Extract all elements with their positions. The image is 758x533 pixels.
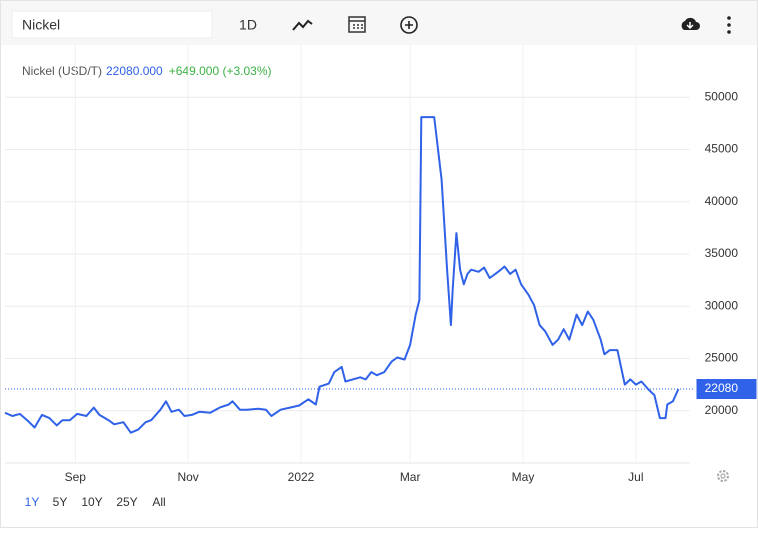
chart-header: Nickel (USD/T) 22080.000 +649.000 (+3.03%) (22, 64, 271, 78)
x-tick-label: Nov (177, 470, 198, 484)
download-icon[interactable] (681, 17, 700, 30)
cloud (681, 17, 700, 30)
plot: 22080 (4, 116, 757, 434)
y-tick-label: 45000 (705, 142, 739, 156)
x-tick-label: 2022 (288, 470, 315, 484)
calendar-icon[interactable] (348, 16, 366, 33)
search-box[interactable] (11, 10, 213, 39)
settings-icon[interactable] (717, 470, 729, 482)
last-price-box (696, 379, 757, 400)
y-tick-label: 30000 (705, 298, 739, 312)
menu-icon[interactable] (727, 16, 731, 34)
add-icon[interactable] (400, 16, 418, 34)
y-tick-label: 35000 (705, 246, 739, 260)
price: 22080.000 (106, 64, 163, 78)
calendar-days (353, 24, 363, 29)
search-text: Nickel (22, 17, 60, 33)
last-price-label: 22080 (705, 381, 739, 395)
x-tick-label: Sep (65, 470, 87, 484)
change: +649.000 (+3.03%) (169, 64, 272, 78)
price-line (4, 116, 680, 434)
interval-button[interactable]: 1D (239, 17, 257, 33)
y-tick-label: 40000 (705, 194, 739, 208)
y-tick-label: 25000 (705, 351, 739, 365)
range-bar: 1Y 5Y 10Y 25Y All (25, 495, 166, 509)
dot (727, 23, 731, 27)
range-button[interactable]: 5Y (53, 495, 68, 509)
x-tick-label: May (512, 470, 535, 484)
arrow (686, 22, 694, 30)
gear-hub (720, 473, 726, 479)
x-tick-label: Mar (400, 470, 421, 484)
y-tick-label: 50000 (705, 89, 739, 103)
calendar-body (348, 16, 366, 33)
range-button[interactable]: 25Y (116, 495, 137, 509)
gear-teeth (717, 470, 729, 482)
dot (727, 16, 731, 20)
grid (5, 45, 690, 464)
dot (727, 30, 731, 34)
add-plus (405, 21, 413, 29)
axis-labels: 20000 25000 30000 35000 40000 45000 50000 Sep No… (65, 89, 739, 484)
add-circle (400, 16, 418, 34)
chart-title: Nickel (USD/T) (22, 64, 102, 78)
range-button[interactable]: 10Y (81, 495, 102, 509)
range-button[interactable]: All (152, 495, 165, 509)
range-button[interactable]: 1Y (25, 495, 40, 509)
y-tick-label: 20000 (705, 403, 739, 417)
chart-type-icon[interactable] (292, 19, 313, 31)
x-tick-label: Jul (628, 470, 643, 484)
